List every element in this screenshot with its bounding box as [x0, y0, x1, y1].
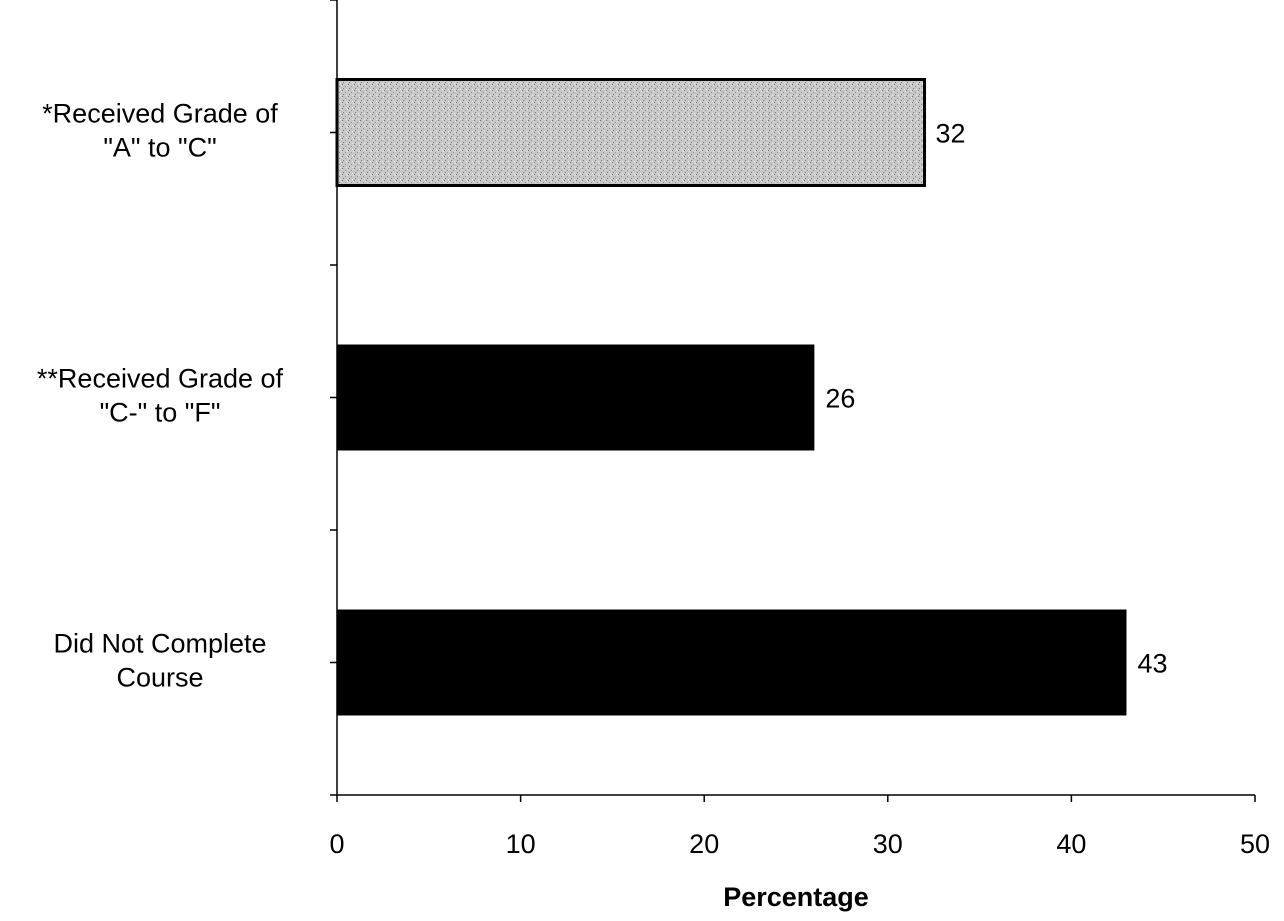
category-label: **Received Grade of "C-" to "F" — [37, 364, 284, 428]
category-label-line: **Received Grade of — [37, 364, 284, 394]
x-tick-label: 50 — [1240, 829, 1270, 859]
x-tick-label: 20 — [689, 829, 719, 859]
x-tick-label: 0 — [329, 829, 344, 859]
category-label-line: "A" to "C" — [103, 133, 216, 163]
category-label-line: Course — [116, 663, 203, 693]
plot-area: 0 10 20 30 40 50 32 *Received Grade of "A" to "C… — [37, 0, 1270, 859]
bar — [337, 609, 1127, 716]
category-label-line: *Received Grade of — [42, 99, 278, 129]
x-tick-label: 40 — [1056, 829, 1086, 859]
bar — [335, 78, 927, 187]
data-label: 32 — [936, 119, 966, 149]
data-label: 43 — [1137, 649, 1167, 679]
x-tick-label: 10 — [506, 829, 536, 859]
data-label: 26 — [825, 384, 855, 414]
category-label: Did Not Complete Course — [53, 629, 266, 693]
category-label-line: "C-" to "F" — [100, 398, 221, 428]
category-label: *Received Grade of "A" to "C" — [42, 99, 278, 163]
category-label-line: Did Not Complete — [53, 629, 266, 659]
x-tick-label: 30 — [873, 829, 903, 859]
x-axis-title: Percentage — [723, 882, 869, 912]
bar — [337, 344, 815, 451]
